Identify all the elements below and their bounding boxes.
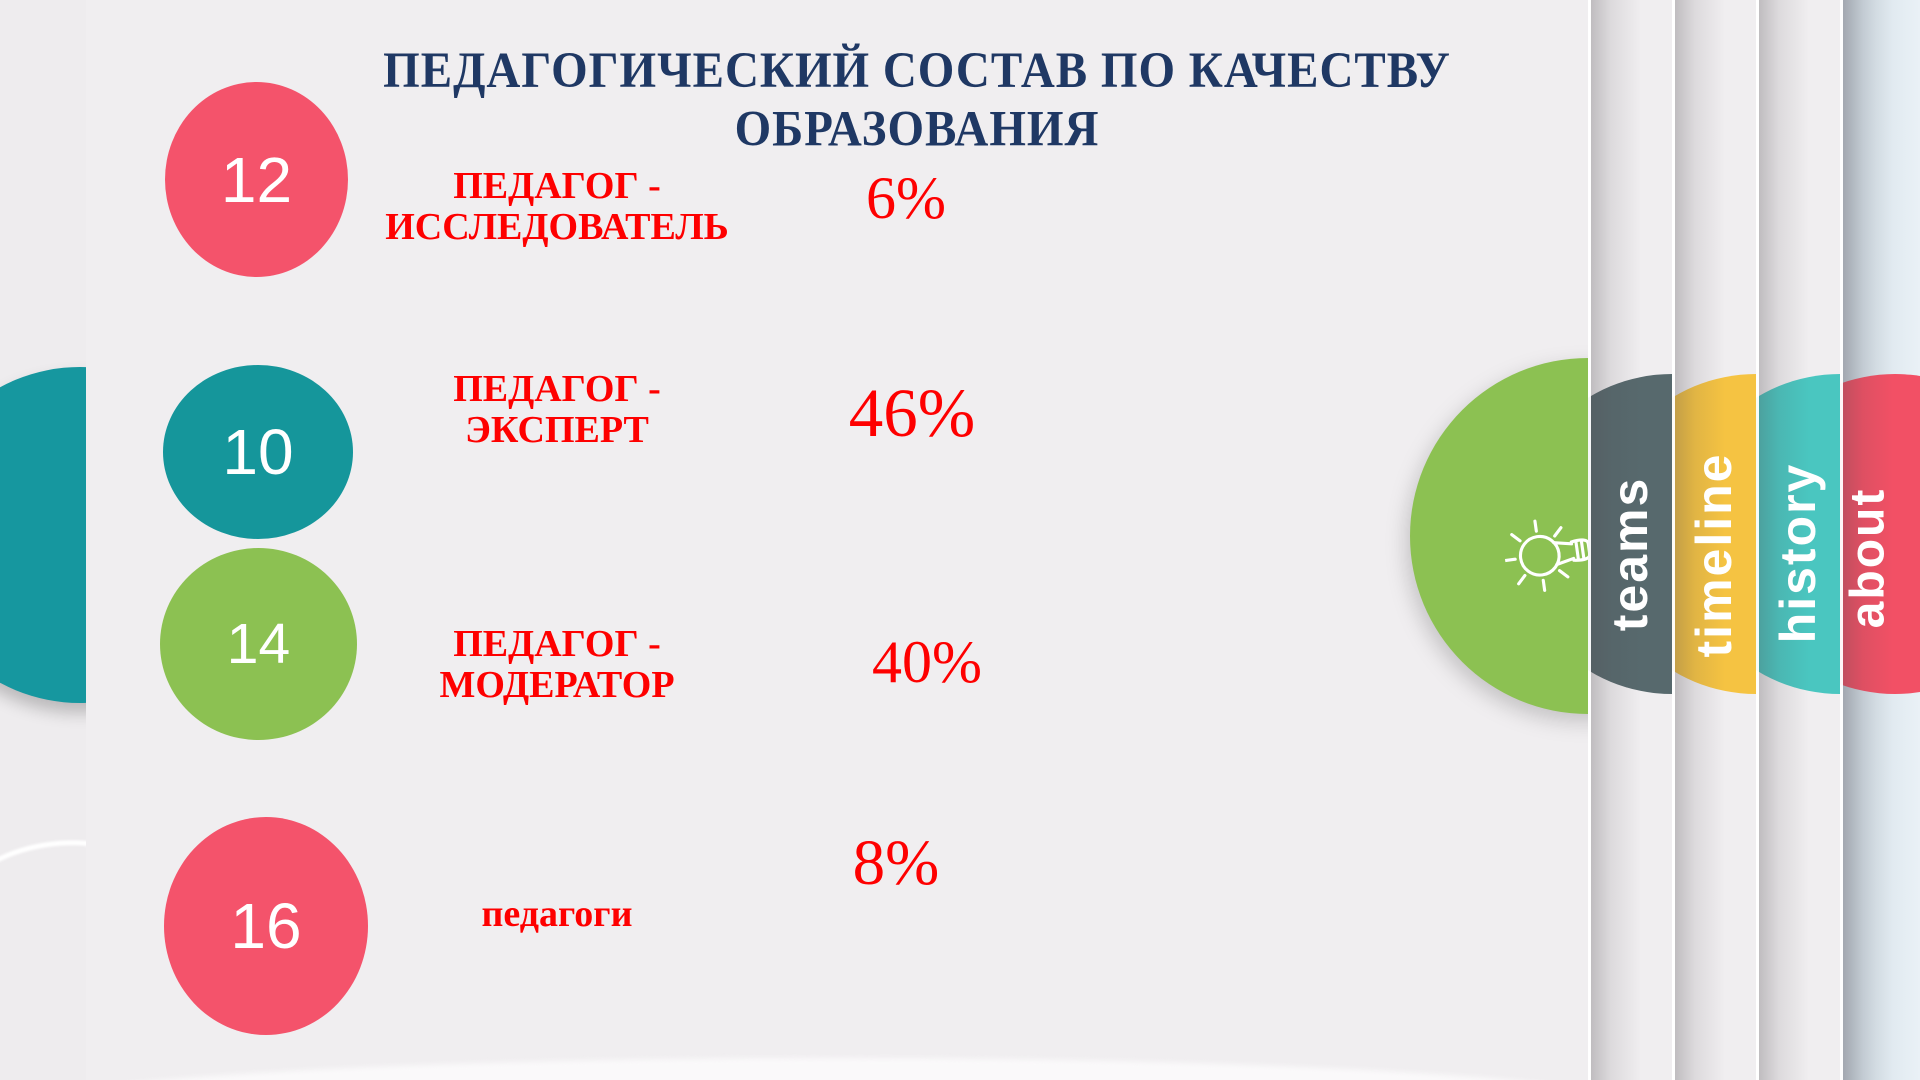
lightbulb-icon — [1499, 504, 1588, 594]
page-curl-edge — [0, 829, 86, 935]
tab-teams-label[interactable]: teams — [1602, 476, 1658, 632]
main-slide-page: ПЕДАГОГИЧЕСКИЙ СОСТАВ ПО КАЧЕСТВУ ОБРАЗО… — [86, 0, 1588, 1080]
label-line-1: ПЕДАГОГ - — [453, 368, 661, 410]
category-label-moderator: ПЕДАГОГ - МОДЕРАТОР — [337, 624, 777, 706]
count-circle-moderator: 14 — [160, 548, 357, 740]
label-line-1: педагоги — [481, 893, 633, 935]
tab-about-label[interactable]: about — [1841, 487, 1895, 629]
label-line-1: ПЕДАГОГ - — [453, 623, 661, 665]
label-line-2: ЭКСПЕРТ — [465, 409, 649, 451]
follow-page-band: follow — [0, 0, 86, 1080]
percent-value-researcher: 6% — [866, 165, 946, 231]
timeline-page-band: timeline — [1672, 0, 1756, 1080]
tab-history-label[interactable]: history — [1770, 462, 1826, 644]
category-label-expert: ПЕДАГОГ - ЭКСПЕРТ — [337, 369, 777, 451]
count-value: 12 — [220, 143, 293, 216]
tab-teams[interactable] — [1588, 374, 1672, 694]
category-label-teachers: педагоги — [337, 894, 777, 935]
label-line-2: МОДЕРАТОР — [439, 664, 675, 706]
count-circle-expert: 10 — [163, 365, 353, 539]
count-value: 16 — [230, 890, 302, 962]
label-line-2: ИССЛЕДОВАТЕЛЬ — [385, 206, 729, 248]
page-title: ПЕДАГОГИЧЕСКИЙ СОСТАВ ПО КАЧЕСТВУ ОБРАЗО… — [383, 42, 1451, 158]
count-circle-teachers: 16 — [164, 817, 368, 1035]
tab-about[interactable] — [1840, 374, 1920, 694]
tab-services[interactable]: services — [1410, 358, 1588, 714]
percent-value-moderator: 40% — [872, 629, 982, 695]
page-curl-edge — [86, 1058, 1588, 1080]
percent-value-teachers: 8% — [852, 827, 940, 899]
tab-timeline[interactable] — [1672, 374, 1756, 694]
tab-history[interactable] — [1756, 374, 1840, 694]
tab-follow[interactable]: follow — [0, 367, 86, 703]
count-value: 10 — [222, 416, 294, 488]
tab-services-label: services — [1587, 420, 1588, 682]
teams-page-band: teams — [1588, 0, 1672, 1080]
percent-value-expert: 46% — [848, 375, 976, 451]
about-page-band: about — [1840, 0, 1920, 1080]
label-line-1: ПЕДАГОГ - — [453, 165, 661, 207]
category-label-researcher: ПЕДАГОГ - ИССЛЕДОВАТЕЛЬ — [337, 166, 777, 248]
history-page-band: history — [1756, 0, 1840, 1080]
tab-timeline-label[interactable]: timeline — [1686, 452, 1742, 658]
count-circle-researcher: 12 — [165, 82, 348, 277]
count-value: 14 — [226, 612, 291, 676]
